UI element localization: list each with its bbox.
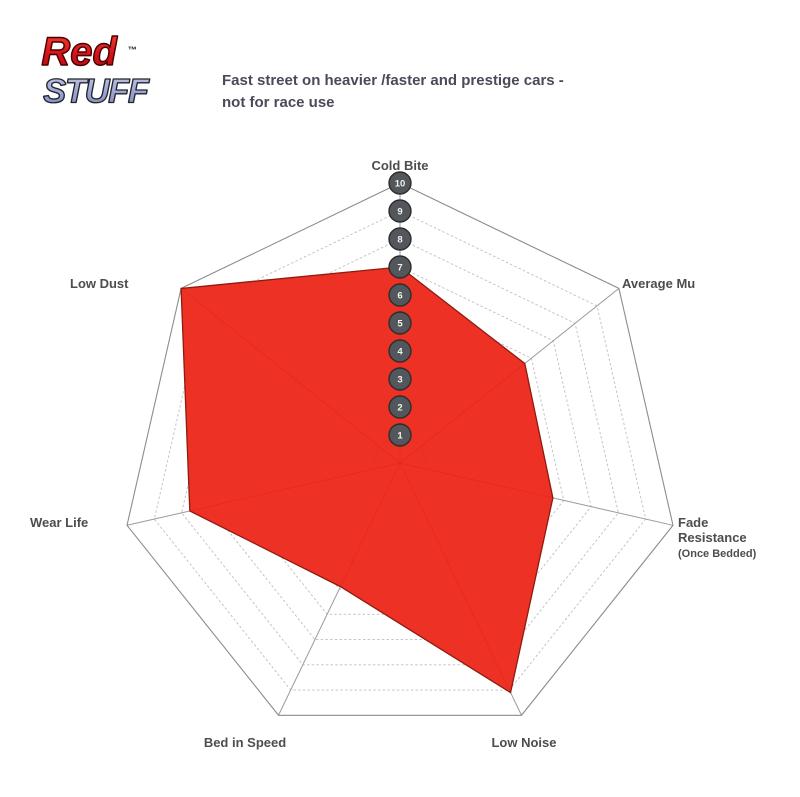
svg-text:5: 5	[397, 319, 403, 330]
svg-text:6: 6	[397, 291, 402, 302]
svg-text:7: 7	[397, 263, 402, 274]
svg-text:9: 9	[397, 207, 402, 218]
svg-text:1: 1	[397, 431, 403, 442]
svg-text:™: ™	[128, 45, 137, 55]
svg-text:4: 4	[397, 347, 403, 358]
svg-text:10: 10	[395, 179, 406, 190]
svg-text:3: 3	[397, 375, 402, 386]
svg-text:Red: Red	[41, 30, 118, 74]
svg-text:8: 8	[397, 235, 402, 246]
svg-text:2: 2	[397, 403, 402, 414]
svg-text:STUFF: STUFF	[43, 72, 150, 110]
